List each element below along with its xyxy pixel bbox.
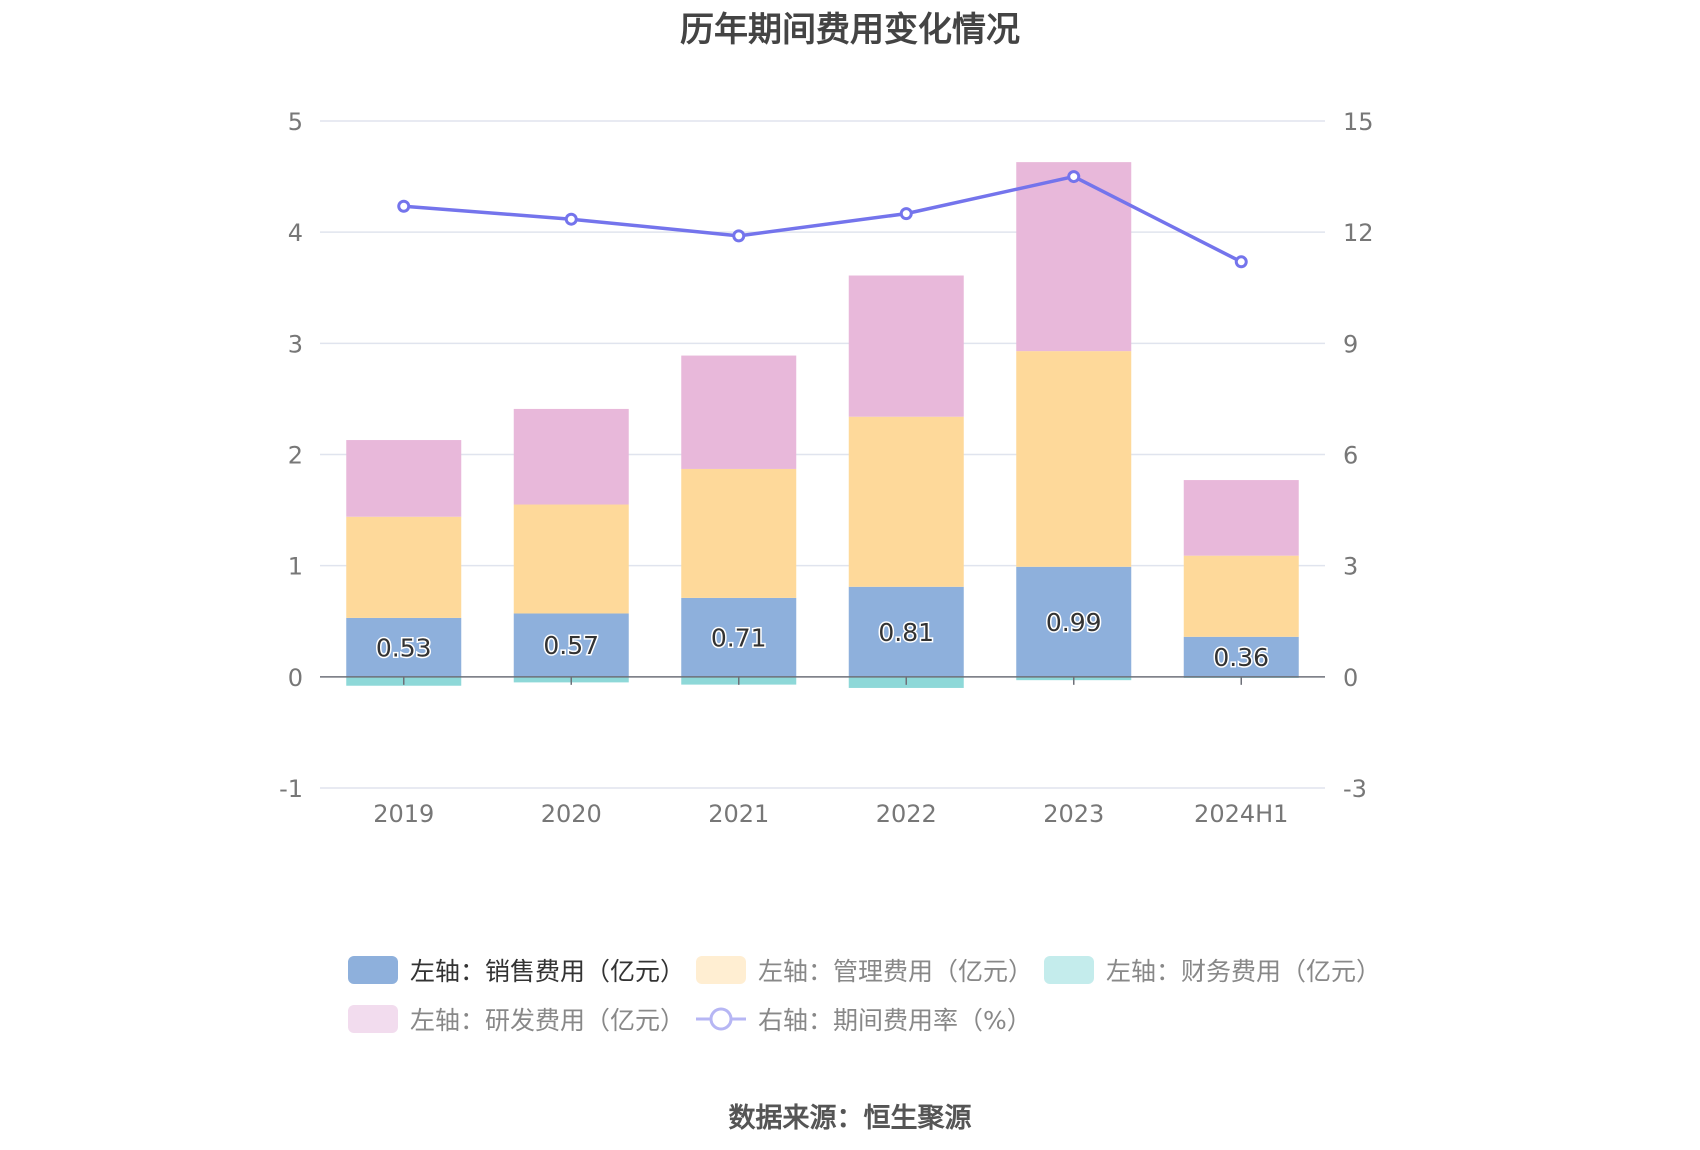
- right-axis-tick-label: 15: [1343, 108, 1374, 136]
- data-label-sales: 0.36: [1213, 643, 1269, 672]
- x-axis-tick-label: 2020: [541, 800, 602, 828]
- right-axis-tick-label: -3: [1343, 775, 1367, 803]
- grid-lines: [320, 120, 1325, 789]
- rate-line: [403, 174, 1243, 264]
- rate-point: [1234, 255, 1248, 269]
- bar-rnd: [1016, 162, 1132, 352]
- left-axis-tick-label: 4: [288, 219, 303, 247]
- bar-series: [346, 162, 1299, 688]
- right-axis-tick-label: 9: [1343, 330, 1358, 358]
- right-axis-tick-label: 12: [1343, 219, 1374, 247]
- bar-sales: [1183, 636, 1299, 677]
- bar-rnd: [346, 440, 462, 517]
- rate-point: [732, 229, 746, 243]
- data-labels: 0.53 0.57 0.71 0.81 0.99 0.36: [374, 606, 1270, 673]
- rate-point: [1067, 170, 1081, 184]
- data-label-sales: 0.81: [878, 618, 934, 647]
- data-label-sales: 0.71: [711, 623, 767, 652]
- left-axis-tick-label: 0: [288, 664, 303, 692]
- data-label-sales: 0.99: [1046, 608, 1102, 637]
- right-axis: -3 0 3 6 9 12 15: [1343, 108, 1374, 803]
- x-axis-tick-label: 2024H1: [1194, 800, 1288, 828]
- bar-admin: [681, 468, 797, 598]
- bar-sales: [346, 617, 462, 677]
- rate-point: [397, 199, 411, 213]
- data-source: 数据来源：恒生聚源: [728, 1103, 972, 1134]
- x-axis-tick-label: 2022: [876, 800, 937, 828]
- x-axis-tick-label: 2019: [373, 800, 434, 828]
- rate-point: [564, 212, 578, 226]
- bar-admin: [513, 504, 629, 614]
- left-axis: -1 0 1 2 3 4 5: [279, 108, 303, 803]
- x-axis-ticks: 2019 2020 2021 2022 2023 2024H1: [373, 800, 1288, 828]
- bar-admin: [346, 516, 462, 618]
- bar-sales: [1016, 566, 1132, 677]
- bar-sales: [513, 613, 629, 677]
- bar-rnd: [513, 408, 629, 505]
- data-label-sales: 0.53: [376, 633, 432, 662]
- x-axis-tick-label: 2021: [708, 800, 769, 828]
- x-axis-tick-label: 2023: [1043, 800, 1104, 828]
- left-axis-tick-label: 3: [288, 330, 303, 358]
- left-axis-tick-label: 5: [288, 108, 303, 136]
- chart-title: 历年期间费用变化情况: [680, 10, 1020, 50]
- bar-rnd: [681, 355, 797, 469]
- bar-admin: [848, 416, 964, 587]
- rate-line-series: [397, 170, 1248, 269]
- rate-point: [899, 207, 913, 221]
- bar-sales: [848, 586, 964, 677]
- bar-rnd: [848, 275, 964, 417]
- left-axis-tick-label: 1: [288, 553, 303, 581]
- x-axis: [320, 676, 1325, 685]
- right-axis-tick-label: 3: [1343, 553, 1358, 581]
- bar-sales: [681, 597, 797, 677]
- left-axis-tick-label: 2: [288, 442, 303, 470]
- bar-admin: [1016, 351, 1132, 567]
- bar-rnd: [1183, 480, 1299, 556]
- data-label-sales: 0.57: [543, 631, 599, 660]
- right-axis-tick-label: 0: [1343, 664, 1358, 692]
- left-axis-tick-label: -1: [279, 775, 303, 803]
- right-axis-tick-label: 6: [1343, 442, 1358, 470]
- bar-admin: [1183, 555, 1299, 637]
